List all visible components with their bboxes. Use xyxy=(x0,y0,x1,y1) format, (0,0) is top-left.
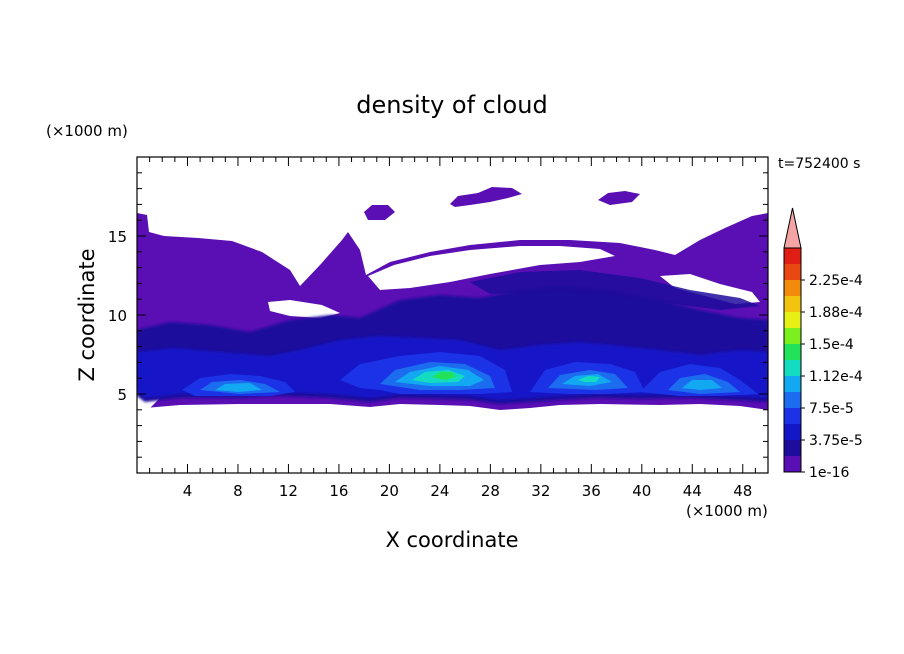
x-tick-label: 4 xyxy=(183,482,193,500)
x-axis-label: X coordinate xyxy=(385,528,518,552)
x-tick-label: 32 xyxy=(531,482,550,500)
y-tick-label: 10 xyxy=(108,307,127,325)
colorbar-swatch xyxy=(784,408,801,424)
cloud-patch-a xyxy=(364,205,395,220)
colorbar-label: 1.5e-4 xyxy=(809,337,854,353)
colorbar-frame xyxy=(783,247,802,473)
colorbar: 1e-16 3.75e-5 7.5e-5 1.12e-4 1.5e-4 1.88e-4 2.… xyxy=(783,207,863,481)
colorbar-swatch xyxy=(784,296,801,312)
colorbar-label: 1.12e-4 xyxy=(809,369,863,385)
x-tick-label: 36 xyxy=(582,482,601,500)
y-tick-label: 15 xyxy=(108,228,127,246)
x-tick-label: 24 xyxy=(430,482,449,500)
core-left-cyan xyxy=(215,383,262,392)
y-axis-label: Z coordinate xyxy=(75,248,99,381)
x-tick-label: 28 xyxy=(481,482,500,500)
colorbar-swatch xyxy=(784,280,801,296)
gap-right-upper xyxy=(660,274,760,304)
core-right-teal xyxy=(578,376,600,382)
cloud-patch-b xyxy=(450,187,522,207)
colorbar-swatch xyxy=(784,376,801,392)
gap-upper-center xyxy=(368,246,615,290)
x-tick-label: 16 xyxy=(329,482,348,500)
time-label: t=752400 s xyxy=(778,156,860,172)
x-tick-label: 8 xyxy=(233,482,243,500)
colorbar-swatch xyxy=(784,456,801,472)
core-center-green xyxy=(432,372,456,380)
colorbar-label: 1.88e-4 xyxy=(809,305,863,321)
x-tick-label: 48 xyxy=(733,482,752,500)
y-tick-label: 5 xyxy=(117,386,127,404)
colorbar-swatch xyxy=(784,392,801,408)
gap-left-mid xyxy=(268,300,340,318)
colorbar-swatch xyxy=(784,248,801,264)
y-unit-label: (×1000 m) xyxy=(46,122,128,140)
colorbar-swatch xyxy=(784,264,801,280)
cloud-layer-dark-upper xyxy=(470,270,760,310)
colorbar-swatch xyxy=(784,312,801,328)
colorbar-swatch xyxy=(784,344,801,360)
x-tick-label: 20 xyxy=(380,482,399,500)
x-tick-label: 40 xyxy=(632,482,651,500)
x-tick-label: 44 xyxy=(683,482,702,500)
colorbar-swatch xyxy=(784,328,801,344)
contour-fill xyxy=(137,187,768,410)
x-unit-label: (×1000 m) xyxy=(686,502,768,520)
colorbar-swatch xyxy=(784,424,801,440)
colorbar-swatch xyxy=(784,440,801,456)
core-right-b-cyan xyxy=(682,380,722,390)
colorbar-label: 1e-16 xyxy=(809,465,849,481)
colorbar-label: 2.25e-4 xyxy=(809,273,863,289)
colorbar-extend-arrow xyxy=(783,207,802,249)
x-tick-label: 12 xyxy=(279,482,298,500)
colorbar-label: 7.5e-5 xyxy=(809,401,854,417)
colorbar-label: 3.75e-5 xyxy=(809,433,863,449)
colorbar-swatch xyxy=(784,360,801,376)
chart-title: density of cloud xyxy=(356,91,547,119)
cloud-patch-c xyxy=(598,191,640,205)
